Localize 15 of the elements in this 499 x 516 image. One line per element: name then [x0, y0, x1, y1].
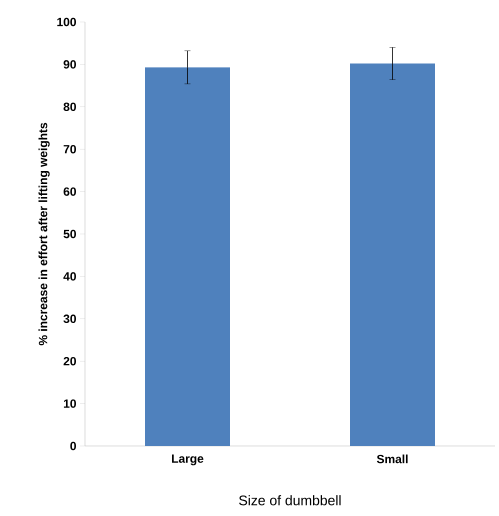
y-tick-label: 50 — [64, 230, 76, 238]
y-tick-label: 100 — [57, 18, 76, 26]
y-tick-label: 10 — [64, 399, 76, 408]
y-tick-label: 90 — [64, 60, 76, 69]
y-tick-label: 30 — [63, 314, 76, 324]
y-tick-label: 20 — [64, 356, 76, 366]
y-tick-label: 60 — [64, 187, 76, 196]
x-tick-label: Small — [376, 454, 408, 464]
x-tick-label: Large — [172, 454, 204, 466]
y-tick-label: 80 — [64, 102, 76, 112]
x-axis-title: Size of dumbbell — [239, 495, 341, 506]
y-tick-label: 70 — [64, 144, 76, 154]
y-tick-label: 40 — [63, 272, 76, 281]
y-tick-label: 0 — [70, 442, 76, 450]
y-axis-title: % increase in effort after lifting weights — [38, 122, 50, 346]
